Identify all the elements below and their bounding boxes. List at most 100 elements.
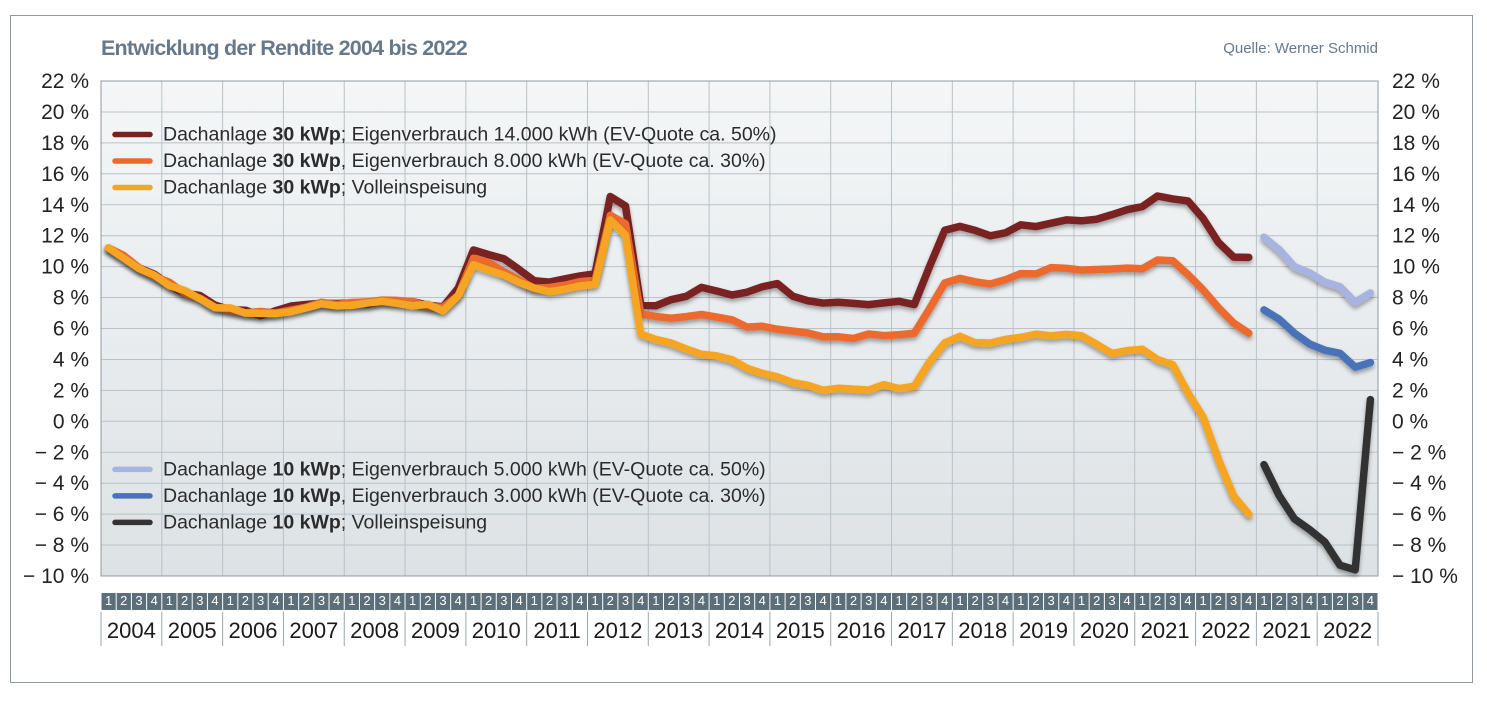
svg-text:3: 3 <box>804 593 811 608</box>
svg-text:12 %: 12 % <box>1392 225 1440 248</box>
svg-text:3: 3 <box>1291 593 1298 608</box>
svg-text:1: 1 <box>166 593 173 608</box>
svg-text:2: 2 <box>485 593 492 608</box>
svg-text:2008: 2008 <box>350 618 399 643</box>
svg-text:2009: 2009 <box>411 618 460 643</box>
svg-text:3: 3 <box>1048 593 1055 608</box>
svg-text:4: 4 <box>1002 593 1009 608</box>
svg-text:2: 2 <box>972 593 979 608</box>
svg-text:2017: 2017 <box>897 618 946 643</box>
svg-text:1: 1 <box>1139 593 1146 608</box>
svg-text:16 %: 16 % <box>1392 163 1440 186</box>
svg-text:2007: 2007 <box>289 618 338 643</box>
svg-text:4 %: 4 % <box>53 348 89 371</box>
svg-text:18 %: 18 % <box>1392 132 1440 155</box>
svg-text:2010: 2010 <box>472 618 521 643</box>
svg-text:2015: 2015 <box>776 618 825 643</box>
svg-text:2: 2 <box>1093 593 1100 608</box>
svg-text:1: 1 <box>591 593 598 608</box>
svg-text:4: 4 <box>394 593 401 608</box>
svg-text:4: 4 <box>1063 593 1070 608</box>
svg-text:2: 2 <box>667 593 674 608</box>
svg-text:2005: 2005 <box>168 618 217 643</box>
svg-text:4: 4 <box>759 593 766 608</box>
svg-text:1: 1 <box>409 593 416 608</box>
svg-text:8 %: 8 % <box>1392 287 1428 310</box>
svg-text:2021: 2021 <box>1141 618 1190 643</box>
svg-text:20 %: 20 % <box>1392 101 1440 124</box>
svg-text:22 %: 22 % <box>41 70 89 93</box>
svg-text:− 2 %: − 2 % <box>35 441 89 464</box>
svg-text:2: 2 <box>120 593 127 608</box>
svg-text:0 %: 0 % <box>1392 410 1428 433</box>
svg-text:2022: 2022 <box>1202 618 1251 643</box>
svg-text:12 %: 12 % <box>41 225 89 248</box>
svg-text:1: 1 <box>1017 593 1024 608</box>
svg-text:Entwicklung der Rendite 2004 b: Entwicklung der Rendite 2004 bis 2022 <box>101 36 468 60</box>
svg-text:10 %: 10 % <box>41 256 89 279</box>
svg-text:1: 1 <box>531 593 538 608</box>
svg-text:2: 2 <box>1276 593 1283 608</box>
svg-text:− 2 %: − 2 % <box>1392 441 1446 464</box>
svg-text:1: 1 <box>1200 593 1207 608</box>
svg-text:2: 2 <box>363 593 370 608</box>
svg-text:2: 2 <box>1154 593 1161 608</box>
svg-text:4: 4 <box>941 593 948 608</box>
svg-text:4: 4 <box>1367 593 1374 608</box>
svg-text:3: 3 <box>257 593 264 608</box>
svg-text:4: 4 <box>819 593 826 608</box>
svg-text:3: 3 <box>743 593 750 608</box>
svg-text:4: 4 <box>455 593 462 608</box>
svg-text:2006: 2006 <box>229 618 278 643</box>
svg-text:3: 3 <box>500 593 507 608</box>
svg-text:2004: 2004 <box>107 618 156 643</box>
svg-text:1: 1 <box>227 593 234 608</box>
svg-text:2021: 2021 <box>1262 618 1311 643</box>
svg-text:1: 1 <box>1260 593 1267 608</box>
svg-text:4: 4 <box>211 593 218 608</box>
svg-text:1: 1 <box>774 593 781 608</box>
svg-text:3: 3 <box>318 593 325 608</box>
svg-text:2: 2 <box>546 593 553 608</box>
svg-text:1: 1 <box>956 593 963 608</box>
svg-text:2 %: 2 % <box>53 379 89 402</box>
svg-text:20 %: 20 % <box>41 101 89 124</box>
svg-text:2014: 2014 <box>715 618 764 643</box>
svg-text:2: 2 <box>242 593 249 608</box>
svg-text:3: 3 <box>196 593 203 608</box>
svg-text:4: 4 <box>1124 593 1131 608</box>
svg-text:14 %: 14 % <box>41 194 89 217</box>
svg-text:3: 3 <box>1352 593 1359 608</box>
svg-text:3: 3 <box>865 593 872 608</box>
svg-text:1: 1 <box>713 593 720 608</box>
svg-text:− 10 %: − 10 % <box>1392 565 1458 588</box>
svg-text:4: 4 <box>637 593 644 608</box>
svg-text:3: 3 <box>1230 593 1237 608</box>
svg-text:3: 3 <box>439 593 446 608</box>
svg-text:4: 4 <box>576 593 583 608</box>
svg-text:2 %: 2 % <box>1392 379 1428 402</box>
svg-text:− 6 %: − 6 % <box>1392 503 1446 526</box>
svg-text:3: 3 <box>379 593 386 608</box>
svg-text:1: 1 <box>287 593 294 608</box>
svg-text:1: 1 <box>1078 593 1085 608</box>
svg-text:1: 1 <box>348 593 355 608</box>
svg-text:2016: 2016 <box>837 618 886 643</box>
svg-text:Quelle: Werner Schmid: Quelle: Werner Schmid <box>1223 40 1378 57</box>
svg-text:2019: 2019 <box>1019 618 1068 643</box>
svg-text:2: 2 <box>1215 593 1222 608</box>
svg-text:2: 2 <box>789 593 796 608</box>
svg-text:8 %: 8 % <box>53 287 89 310</box>
svg-text:2: 2 <box>424 593 431 608</box>
svg-text:2: 2 <box>850 593 857 608</box>
svg-text:Dachanlage 30 kWp; Volleinspei: Dachanlage 30 kWp; Volleinspeisung <box>163 177 487 199</box>
svg-text:3: 3 <box>561 593 568 608</box>
svg-text:4: 4 <box>880 593 887 608</box>
svg-text:− 4 %: − 4 % <box>35 472 89 495</box>
svg-text:2: 2 <box>728 593 735 608</box>
svg-text:Dachanlage 10 kWp; Eigenverbra: Dachanlage 10 kWp; Eigenverbrauch 5.000 … <box>163 458 766 480</box>
svg-text:Dachanlage 30 kWp; Eigenverbra: Dachanlage 30 kWp; Eigenverbrauch 14.000… <box>163 124 777 146</box>
svg-text:10 %: 10 % <box>1392 256 1440 279</box>
svg-text:− 10 %: − 10 % <box>23 565 89 588</box>
svg-text:0 %: 0 % <box>53 410 89 433</box>
